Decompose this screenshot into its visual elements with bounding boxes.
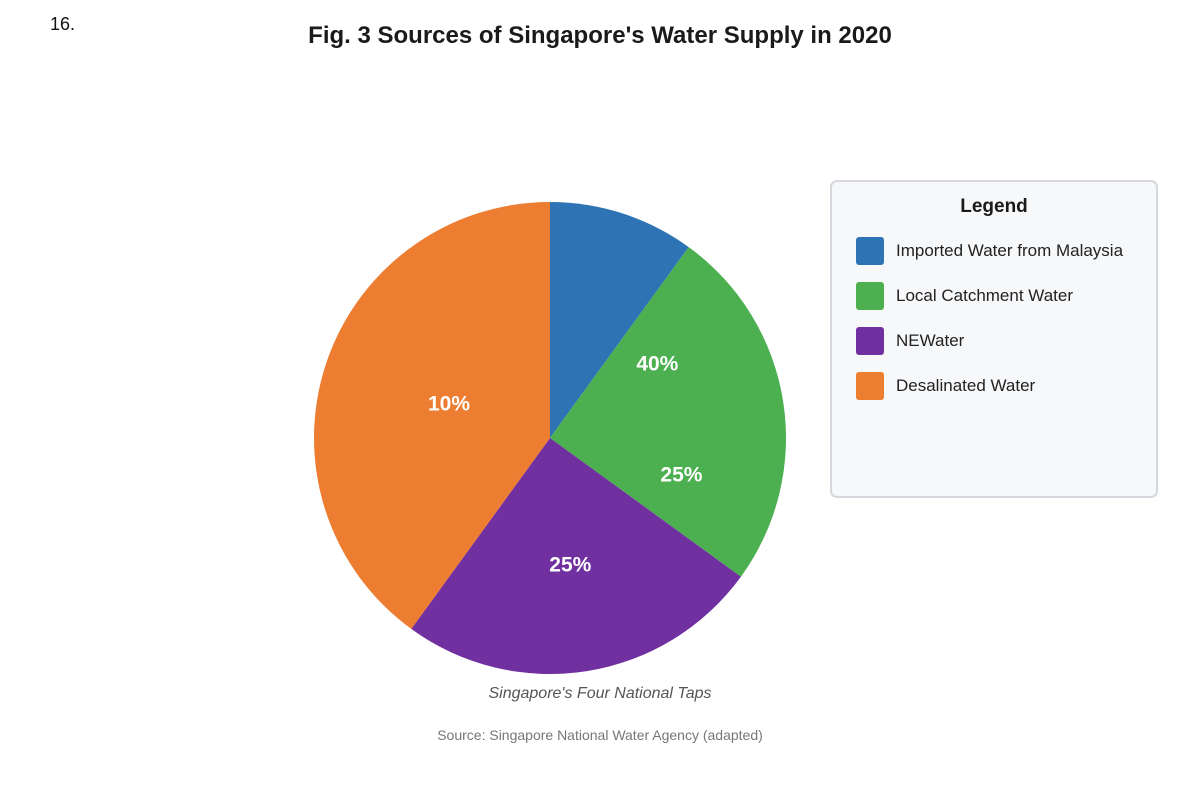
legend-swatch bbox=[856, 372, 884, 400]
legend-item: Local Catchment Water bbox=[856, 282, 1073, 310]
pie-slice-3 bbox=[411, 438, 741, 674]
legend-swatch bbox=[856, 282, 884, 310]
pie-slice-4 bbox=[313, 202, 550, 629]
legend-swatch bbox=[856, 237, 884, 265]
chart-title: Fig. 3 Sources of Singapore's Water Supp… bbox=[308, 22, 892, 49]
legend-title: Legend bbox=[960, 196, 1028, 217]
legend: Legend Imported Water from Malaysia Local… bbox=[830, 180, 1158, 498]
slice-label-2: 25% bbox=[660, 464, 702, 487]
legend-item: NEWater bbox=[856, 327, 964, 355]
pie-slice-2 bbox=[550, 247, 787, 577]
legend-swatch bbox=[856, 327, 884, 355]
legend-label: NEWater bbox=[896, 331, 965, 350]
legend-label: Desalinated Water bbox=[896, 376, 1036, 395]
legend-item: Imported Water from Malaysia bbox=[856, 237, 1123, 265]
chart-caption: Singapore's Four National Taps bbox=[488, 685, 712, 702]
slice-label-1: 40% bbox=[636, 353, 678, 376]
slice-label-3: 25% bbox=[549, 554, 591, 577]
question-number: 16. bbox=[50, 14, 76, 34]
pie-slice-1 bbox=[550, 202, 689, 438]
slice-label-4: 10% bbox=[428, 393, 470, 416]
legend-item: Desalinated Water bbox=[856, 372, 1035, 400]
legend-label: Imported Water from Malaysia bbox=[896, 241, 1124, 260]
chart-source: Source: Singapore National Water Agency … bbox=[437, 727, 763, 743]
legend-label: Local Catchment Water bbox=[896, 286, 1073, 305]
